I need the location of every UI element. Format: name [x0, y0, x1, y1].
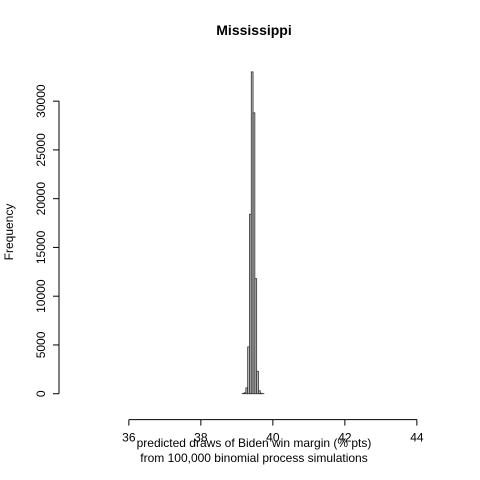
- x-tick-label: 38: [194, 431, 208, 445]
- y-tick-label: 25000: [34, 133, 48, 167]
- bar: [256, 370, 259, 395]
- y-tick-label: 15000: [34, 230, 48, 264]
- y-tick-label: 5000: [34, 331, 48, 358]
- x-tick-label: 44: [410, 431, 424, 445]
- x-axis-label: from 100,000 binomial process simulation…: [140, 451, 367, 465]
- chart-title: Mississippi: [216, 22, 291, 38]
- bar: [252, 112, 256, 395]
- y-tick-label: 30000: [34, 84, 48, 118]
- x-tick-label: 42: [338, 431, 352, 445]
- y-tick-label: 10000: [34, 279, 48, 313]
- bar: [254, 278, 258, 395]
- y-tick-label: 20000: [34, 182, 48, 216]
- bar: [258, 390, 261, 395]
- x-tick-label: 36: [122, 431, 136, 445]
- x-axis-label: predicted draws of Biden win margin (% p…: [137, 436, 372, 450]
- y-tick-label: 0: [34, 390, 48, 397]
- y-axis-label: Frequency: [2, 204, 16, 261]
- x-tick-label: 40: [266, 431, 280, 445]
